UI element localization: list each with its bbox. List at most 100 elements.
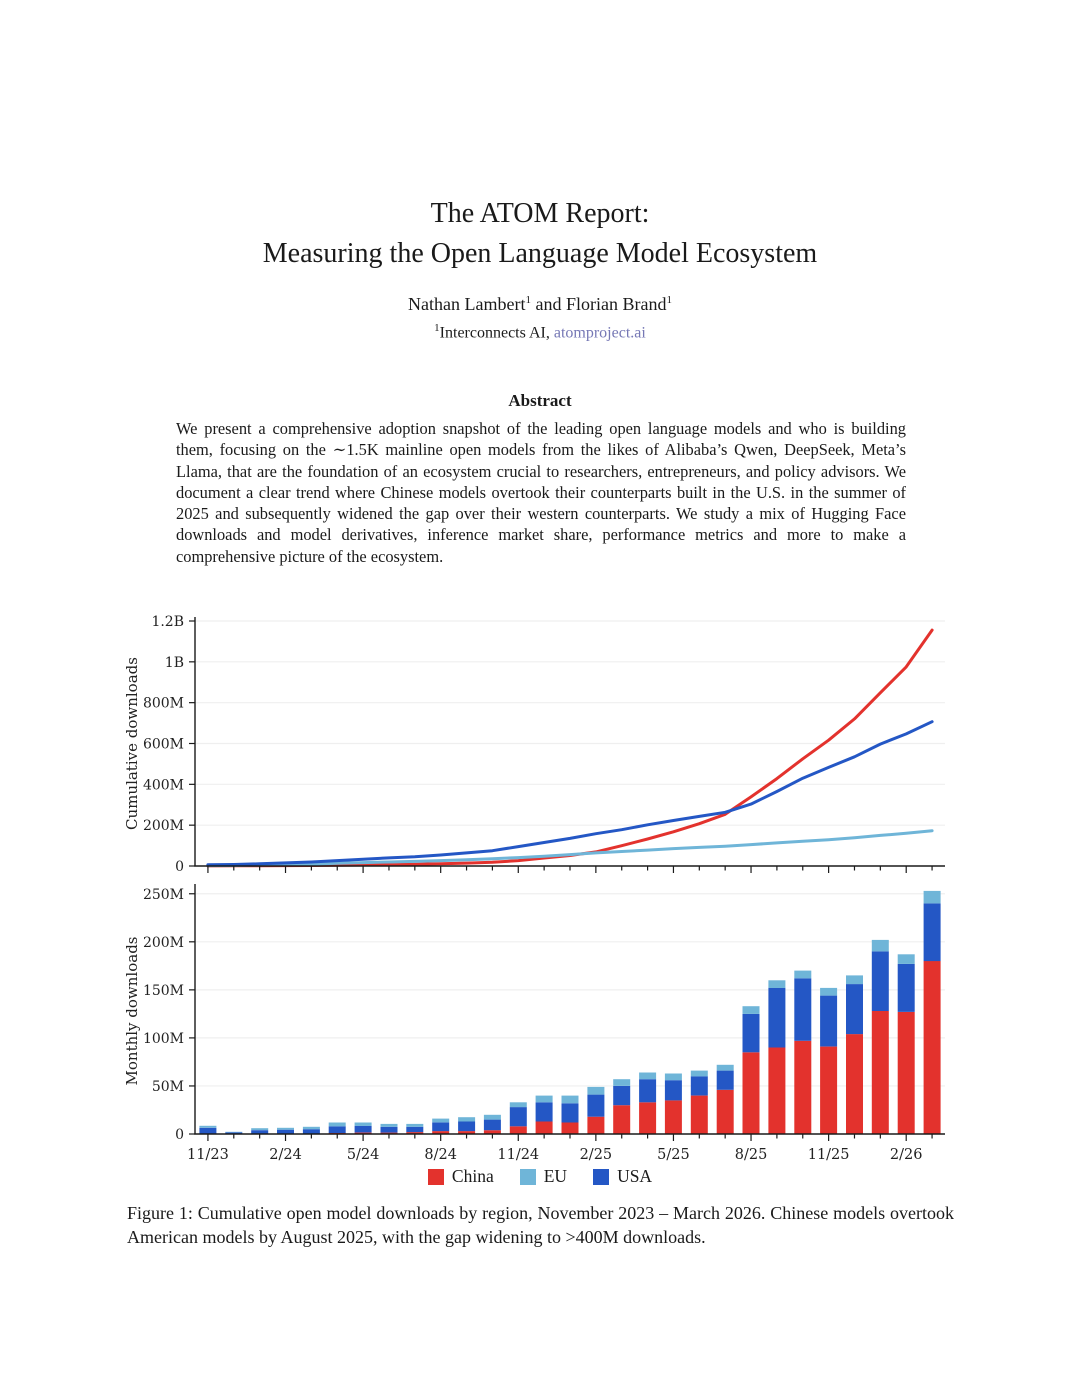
x-tick-label: 5/24 bbox=[347, 1147, 380, 1163]
bar-segment bbox=[639, 1102, 657, 1134]
bar-segment bbox=[820, 987, 838, 996]
bar-segment bbox=[846, 975, 863, 984]
paper-title-line1: The ATOM Report: bbox=[430, 198, 650, 229]
y-tick-label: 200M bbox=[143, 818, 184, 834]
bar-segment bbox=[328, 1122, 346, 1127]
bar-segment bbox=[613, 1105, 631, 1134]
bar-segment bbox=[432, 1131, 450, 1134]
bar-segment bbox=[328, 1126, 346, 1133]
bar-segment bbox=[587, 1086, 605, 1095]
legend-label-china: China bbox=[451, 1166, 494, 1186]
bars-china bbox=[199, 961, 941, 1135]
y-axis-label: Cumulative downloads bbox=[123, 657, 141, 830]
x-tick-label: 2/25 bbox=[580, 1147, 613, 1163]
y-tick-label: 400M bbox=[143, 777, 184, 793]
bar-segment bbox=[846, 1034, 863, 1134]
bar-segment bbox=[639, 1072, 657, 1080]
author-join: and bbox=[530, 294, 566, 314]
bar-segment bbox=[664, 1073, 682, 1081]
bar-segment bbox=[871, 951, 889, 1011]
bar-segment bbox=[794, 978, 812, 1041]
bar-segment bbox=[690, 1076, 708, 1096]
legend-swatch-usa-icon bbox=[593, 1168, 610, 1185]
bar-segment bbox=[354, 1132, 372, 1134]
bar-segment bbox=[225, 1132, 243, 1134]
legend-label-usa: USA bbox=[617, 1166, 653, 1186]
series-line-china bbox=[206, 628, 934, 868]
bar-segment bbox=[535, 1121, 553, 1134]
bar-segment bbox=[587, 1094, 605, 1117]
bar-segment bbox=[923, 961, 941, 1134]
bar-segment bbox=[664, 1100, 682, 1134]
bar-segment bbox=[458, 1131, 476, 1134]
abstract-heading: Abstract bbox=[508, 391, 572, 410]
bar-segment bbox=[871, 1011, 889, 1134]
bar-segment bbox=[690, 1095, 708, 1134]
author-1-affiliation-mark: 1 bbox=[525, 294, 531, 306]
bar-segment bbox=[225, 1131, 243, 1133]
bar-segment bbox=[302, 1129, 320, 1134]
bar-segment bbox=[277, 1127, 294, 1130]
bar-segment bbox=[380, 1126, 398, 1133]
y-tick-label: 200M bbox=[143, 935, 184, 951]
bar-segment bbox=[561, 1095, 579, 1104]
bar-segment bbox=[251, 1128, 269, 1131]
bar-segment bbox=[251, 1130, 269, 1134]
atomproject-link[interactable]: atomproject.ai bbox=[553, 324, 646, 342]
series-line-usa bbox=[206, 720, 934, 867]
legend-item-eu: EU bbox=[519, 1166, 567, 1187]
bar-segment bbox=[561, 1122, 579, 1134]
bar-segment bbox=[406, 1132, 424, 1134]
y-tick-label: 600M bbox=[143, 737, 184, 753]
y-tick-label: 50M bbox=[152, 1079, 184, 1095]
x-tick-label: 8/25 bbox=[735, 1147, 768, 1163]
bar-segment bbox=[897, 1012, 915, 1134]
bar-segment bbox=[354, 1122, 372, 1126]
bar-segment bbox=[716, 1089, 734, 1134]
author-1: Nathan Lambert bbox=[408, 294, 526, 314]
bar-segment bbox=[561, 1103, 579, 1123]
bar-segment bbox=[535, 1095, 553, 1103]
bar-segment bbox=[380, 1132, 398, 1134]
x-tick-label: 2/24 bbox=[269, 1147, 302, 1163]
author-2-affiliation-mark: 1 bbox=[666, 294, 672, 306]
bar-segment bbox=[897, 954, 915, 964]
author-2: Florian Brand bbox=[565, 294, 667, 314]
y-tick-label: 150M bbox=[143, 983, 184, 999]
bar-segment bbox=[768, 987, 786, 1048]
gridlines bbox=[195, 620, 945, 826]
bar-segment bbox=[483, 1119, 501, 1131]
bar-segment bbox=[768, 1047, 786, 1134]
bar-segment bbox=[897, 963, 915, 1012]
bar-segment bbox=[432, 1118, 450, 1123]
x-tick-label: 11/24 bbox=[497, 1147, 539, 1163]
bar-segment bbox=[871, 939, 889, 952]
legend-swatch-eu-icon bbox=[519, 1168, 536, 1185]
y-tick-label: 100M bbox=[143, 1031, 184, 1047]
bar-segment bbox=[820, 1046, 838, 1134]
bar-segment bbox=[509, 1126, 527, 1134]
monthly-downloads-chart: 0 50M 100M 150M 200M 250M 11/23 2/24 5/24 8/24 11/… bbox=[123, 884, 945, 1163]
bar-segment bbox=[742, 1006, 760, 1014]
x-tick-label: 5/25 bbox=[657, 1147, 690, 1163]
bar-segment bbox=[716, 1064, 734, 1071]
legend-item-usa: USA bbox=[593, 1166, 652, 1187]
bar-segment bbox=[639, 1079, 657, 1103]
bar-segment bbox=[302, 1126, 320, 1130]
bar-segment bbox=[406, 1123, 424, 1127]
bar-segment bbox=[794, 1040, 812, 1134]
authors-line: Nathan Lambert1 and Florian Brand1 bbox=[0, 294, 1080, 315]
bar-segment bbox=[199, 1125, 217, 1128]
bar-segment bbox=[277, 1129, 294, 1134]
x-tick-label: 8/24 bbox=[424, 1147, 457, 1163]
y-tick-label: 0 bbox=[175, 859, 184, 875]
bar-segment bbox=[794, 970, 812, 979]
figure-caption: Figure 1: Cumulative open model download… bbox=[127, 1203, 954, 1247]
bar-segment bbox=[820, 995, 838, 1047]
paper-title-line2: Measuring the Open Language Model Ecosys… bbox=[262, 238, 818, 269]
x-tick-label: 11/23 bbox=[187, 1147, 229, 1163]
bar-segment bbox=[458, 1121, 476, 1132]
bar-segment bbox=[199, 1127, 217, 1134]
bar-segment bbox=[846, 984, 863, 1035]
